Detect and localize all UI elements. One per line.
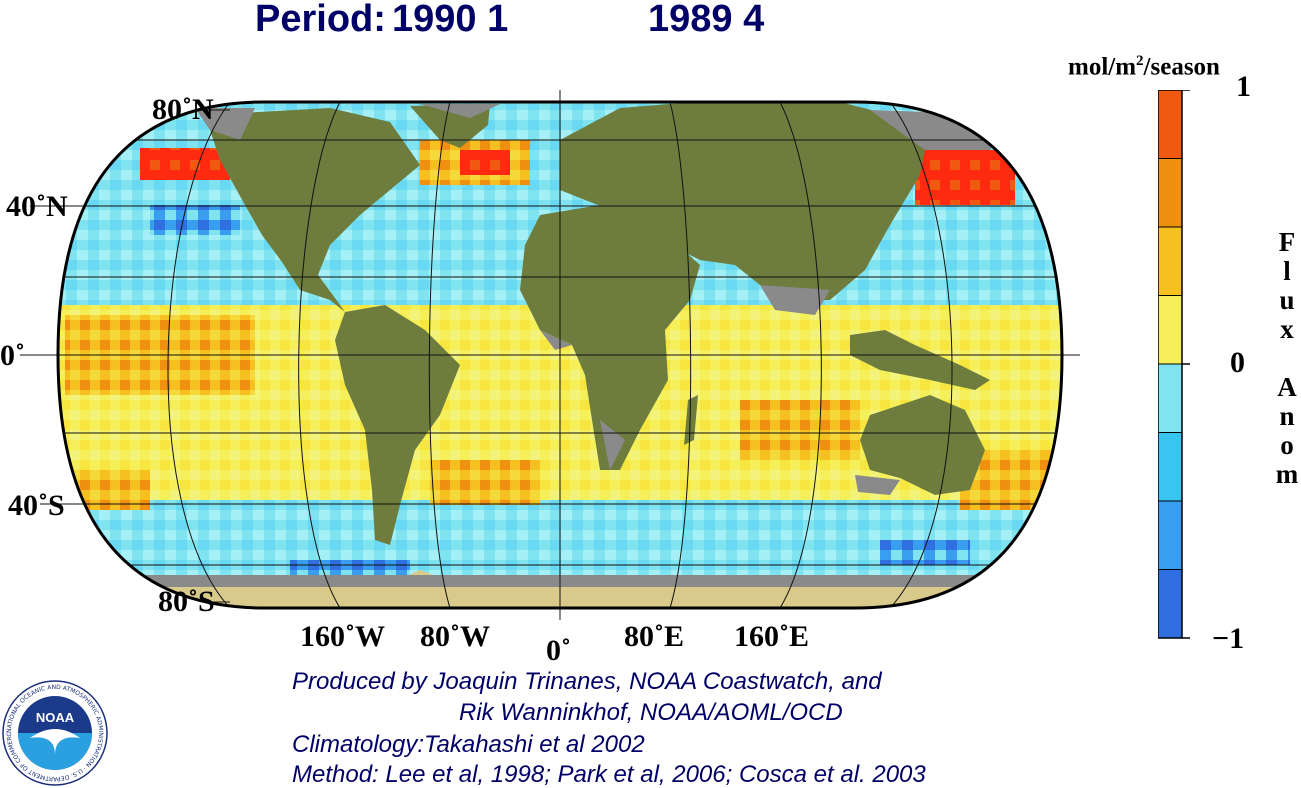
credit-line-2: Rik Wanninkhof, NOAA/AOML/OCD xyxy=(459,699,843,726)
colorbar-segment xyxy=(1158,432,1182,501)
lat-label-40s: 40˚S xyxy=(8,489,65,522)
lon-label-0: 0˚ xyxy=(546,634,571,667)
axis-title-letter: l xyxy=(1283,256,1291,286)
credit-line-3: Climatology:Takahashi et al 2002 xyxy=(292,731,645,758)
colorbar-segment xyxy=(1158,90,1182,159)
colorbar-unit: mol/m2/season xyxy=(1068,53,1220,81)
colorbar-max-label: 1 xyxy=(1236,70,1251,103)
colorbar-segment xyxy=(1158,364,1182,433)
credit-line-1: Produced by Joaquin Trinanes, NOAA Coast… xyxy=(292,668,882,695)
noaa-logo: NATIONAL OCEANIC AND ATMOSPHERIC ADMINIS… xyxy=(2,680,108,786)
colorbar-segment xyxy=(1158,158,1182,227)
title-period-start: 1990 1 xyxy=(392,0,509,40)
title-period-end: 1989 4 xyxy=(648,0,765,40)
lon-label-80e: 80˚E xyxy=(624,620,684,653)
colorbar-segment xyxy=(1158,569,1182,638)
axis-title-letter: u xyxy=(1279,285,1295,315)
lon-label-80w: 80˚W xyxy=(420,620,490,653)
lat-label-80n: 80˚N xyxy=(152,93,214,126)
colorbar xyxy=(1158,90,1190,639)
axis-title-letter: F xyxy=(1278,227,1296,257)
lon-label-160w: 160˚W xyxy=(300,620,385,653)
colorbar-segment xyxy=(1158,227,1182,296)
axis-title-letter: m xyxy=(1275,459,1299,489)
colorbar-segment xyxy=(1158,501,1182,570)
axis-title-gap xyxy=(1273,344,1301,373)
colorbar-mid-label: 0 xyxy=(1230,346,1245,379)
lat-label-40n: 40˚N xyxy=(6,190,68,223)
lat-label-80s: 80˚S xyxy=(158,585,215,618)
colorbar-axis-title: F l u x A n o m xyxy=(1273,228,1301,489)
axis-title-letter: o xyxy=(1280,430,1294,460)
colorbar-segment xyxy=(1158,295,1182,364)
axis-title-letter: x xyxy=(1280,314,1294,344)
title-label: Period: xyxy=(255,0,386,40)
lon-label-160e: 160˚E xyxy=(734,620,809,653)
axis-title-letter: n xyxy=(1279,401,1295,431)
noaa-logo-text: NOAA xyxy=(36,710,75,725)
colorbar-min-label: −1 xyxy=(1212,622,1245,655)
lat-label-0: 0˚ xyxy=(0,339,25,372)
axis-title-letter: A xyxy=(1277,372,1297,402)
world-map xyxy=(20,90,1080,620)
credit-line-4: Method: Lee et al, 1998; Park et al, 200… xyxy=(292,761,926,788)
